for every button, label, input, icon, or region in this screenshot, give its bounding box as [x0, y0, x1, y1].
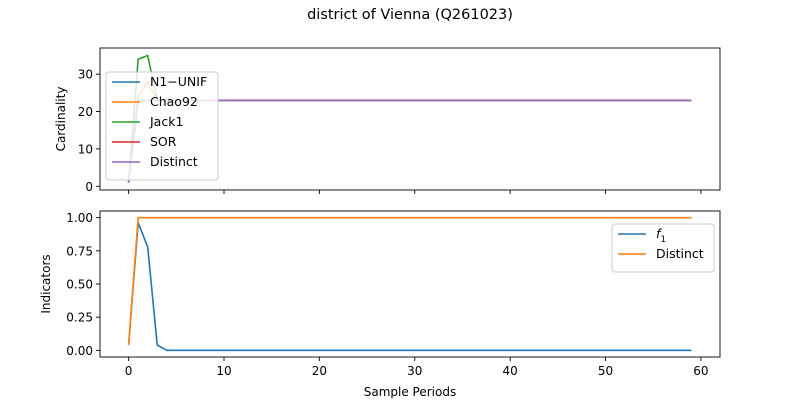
x-tick-label: 30: [407, 364, 422, 378]
axes-frame: [99, 47, 721, 191]
y-axis-label: Cardinality: [54, 87, 68, 152]
legend-box: [611, 223, 715, 273]
x-tick-label: 10: [216, 364, 231, 378]
cardinality-panel: 0 10 20 30 Cardinality N1−UNIF Chao92 Jack1 SOR D…: [54, 47, 721, 194]
series-line-distinct: [127, 216, 692, 346]
x-tick-label: 0: [125, 364, 133, 378]
y-tick-label: 0: [85, 180, 93, 194]
x-axis-label: Sample Periods: [364, 385, 456, 399]
legend-box: [105, 71, 219, 181]
y-tick-label: 1.00: [66, 211, 93, 225]
y-tick-label: 0.75: [66, 244, 93, 258]
series-line-f: [127, 222, 692, 352]
legend-label: Chao92: [150, 94, 198, 109]
legend-label: Distinct: [150, 154, 198, 169]
y-tick-label: 0.25: [66, 311, 93, 325]
x-tick-label: 50: [598, 364, 613, 378]
x-tick-label: 40: [503, 364, 518, 378]
legend-label: N1−UNIF: [150, 74, 207, 89]
chart-title: district of Vienna (Q261023): [307, 7, 513, 23]
y-tick-label: 30: [78, 68, 93, 82]
x-tick-label: 20: [312, 364, 327, 378]
y-tick-label: 10: [78, 142, 93, 156]
y-tick-label: 0.00: [66, 344, 93, 358]
legend-label: Jack1: [149, 114, 183, 129]
legend-label: f1: [656, 226, 666, 245]
legend-label: SOR: [150, 134, 177, 149]
y-tick-label: 20: [78, 105, 93, 119]
y-axis-label: Indicators: [39, 254, 53, 313]
legend-label: Distinct: [656, 246, 704, 261]
indicators-panel: 0 10 20 30 40 50 60 0.00 0.25 0.50 0.75 1.00 Indicat…: [39, 210, 721, 399]
x-tick-label: 60: [693, 364, 708, 378]
y-tick-label: 0.50: [66, 278, 93, 292]
legend: N1−UNIF Chao92 Jack1 SOR Distinct: [105, 71, 219, 181]
